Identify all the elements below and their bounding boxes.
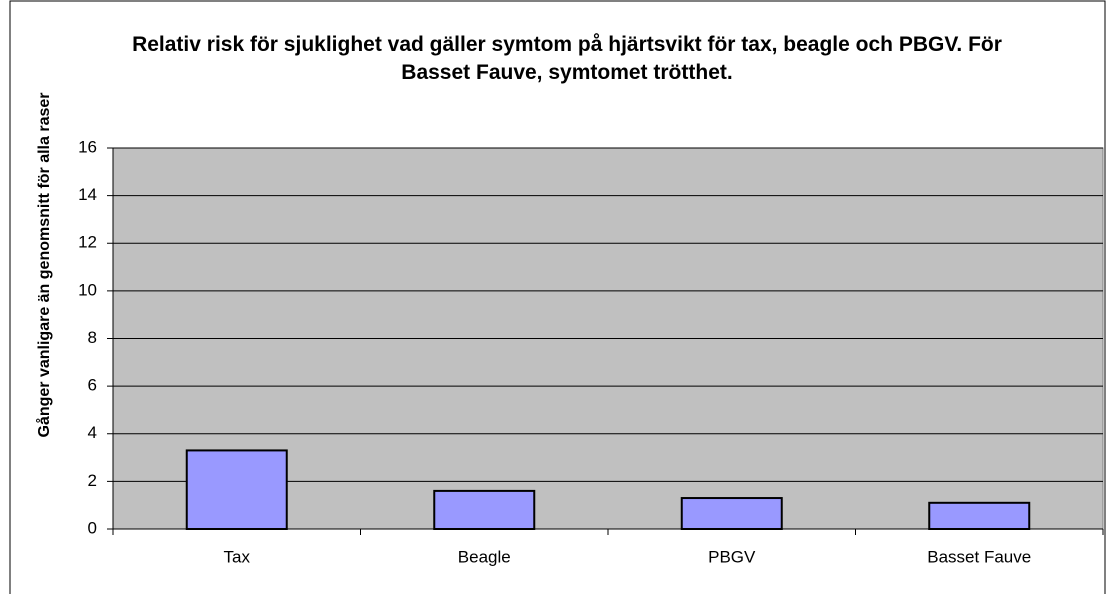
x-tick-label: PBGV bbox=[708, 547, 756, 566]
bar bbox=[928, 501, 1031, 530]
bar bbox=[680, 497, 783, 531]
x-tick-label: Basset Fauve bbox=[927, 547, 1031, 566]
y-tick-label: 4 bbox=[88, 423, 97, 442]
y-axis-label: Gånger vanligare än genomsnitt för alla … bbox=[36, 92, 53, 438]
y-tick-label: 6 bbox=[88, 376, 97, 395]
bar bbox=[433, 489, 536, 530]
y-tick-label: 16 bbox=[78, 137, 97, 156]
y-tick-label: 10 bbox=[78, 280, 97, 299]
x-tick-label: Beagle bbox=[458, 547, 511, 566]
y-tick-label: 8 bbox=[88, 328, 97, 347]
y-tick-label: 12 bbox=[78, 233, 97, 252]
bar bbox=[185, 449, 288, 531]
chart-title: Relativ risk för sjuklighet vad gäller s… bbox=[132, 33, 1002, 84]
y-tick-label: 14 bbox=[78, 185, 97, 204]
y-tick-label: 2 bbox=[88, 471, 97, 490]
y-tick-label: 0 bbox=[88, 518, 97, 537]
x-tick-label: Tax bbox=[224, 547, 251, 566]
chart-frame bbox=[9, 0, 1106, 594]
